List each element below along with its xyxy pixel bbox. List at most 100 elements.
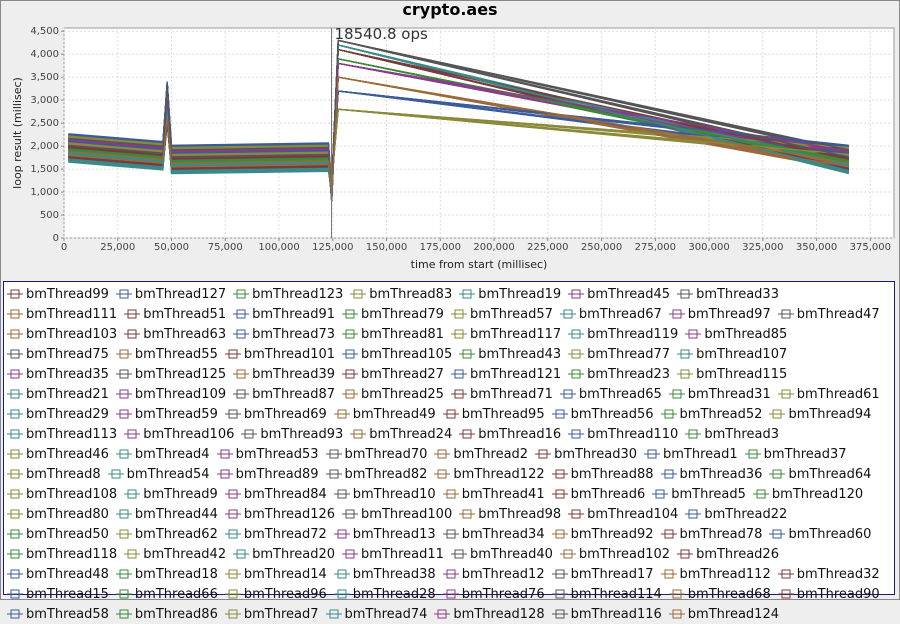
legend-label: bmThread98 bbox=[478, 506, 562, 522]
legend-label: bmThread96 bbox=[243, 586, 327, 602]
legend-item: bmThread39 bbox=[233, 364, 335, 384]
legend-swatch bbox=[115, 449, 132, 459]
legend-swatch bbox=[124, 429, 141, 439]
legend-label: bmThread97 bbox=[687, 306, 771, 322]
legend-label: bmThread63 bbox=[143, 326, 227, 342]
legend-swatch bbox=[7, 529, 23, 539]
legend-item: bmThread86 bbox=[115, 604, 218, 624]
legend-label: bmThread17 bbox=[570, 566, 654, 582]
legend-swatch bbox=[115, 609, 132, 619]
legend-item: bmThread26 bbox=[677, 544, 779, 564]
legend-label: bmThread19 bbox=[478, 286, 562, 302]
legend-swatch bbox=[115, 509, 132, 519]
legend-label: bmThread106 bbox=[143, 426, 235, 442]
legend-marker bbox=[111, 469, 121, 479]
legend-item: bmThread21 bbox=[7, 384, 109, 404]
legend-item: bmThread58 bbox=[7, 604, 109, 624]
legend-label: bmThread121 bbox=[469, 366, 562, 382]
legend-item: bmThread56 bbox=[551, 404, 654, 424]
legend-item: bmThread102 bbox=[559, 544, 670, 564]
legend-label: bmThread99 bbox=[26, 286, 109, 302]
legend-label: bmThread80 bbox=[26, 506, 109, 522]
legend-label: bmThread50 bbox=[26, 526, 109, 542]
x-tick-label: 300,000 bbox=[688, 242, 729, 253]
legend-swatch bbox=[551, 529, 568, 539]
legend-swatch bbox=[677, 549, 694, 559]
legend-label: bmThread41 bbox=[461, 486, 545, 502]
legend-label: bmThread118 bbox=[26, 546, 118, 562]
legend-item: bmThread54 bbox=[107, 464, 210, 484]
legend-swatch bbox=[115, 589, 132, 599]
legend-item: bmThread104 bbox=[568, 504, 678, 524]
legend-swatch bbox=[450, 549, 467, 559]
legend-item: bmThread116 bbox=[551, 604, 662, 624]
legend-item: bmThread99 bbox=[7, 284, 109, 304]
legend-swatch bbox=[434, 449, 451, 459]
legend-marker bbox=[10, 369, 20, 379]
legend-label: bmThread11 bbox=[361, 546, 444, 562]
legend-swatch bbox=[559, 549, 576, 559]
legend-marker bbox=[10, 349, 20, 359]
legend-swatch bbox=[342, 329, 359, 339]
legend-swatch bbox=[434, 609, 451, 619]
legend-swatch bbox=[442, 529, 459, 539]
legend-item: bmThread73 bbox=[233, 324, 335, 344]
legend-label: bmThread68 bbox=[687, 586, 771, 602]
legend-marker bbox=[228, 589, 238, 599]
legend-marker bbox=[337, 489, 347, 499]
legend-marker bbox=[454, 389, 464, 399]
legend-marker bbox=[236, 309, 246, 319]
legend-item: bmThread49 bbox=[333, 404, 436, 424]
legend-label: bmThread54 bbox=[126, 466, 210, 482]
legend-item: bmThread62 bbox=[115, 524, 218, 544]
legend-swatch bbox=[535, 449, 552, 459]
legend-item: bmThread71 bbox=[450, 384, 553, 404]
legend-label: bmThread43 bbox=[478, 346, 562, 362]
legend-marker bbox=[10, 309, 20, 319]
x-tick-label: 325,000 bbox=[742, 242, 783, 253]
legend-item: bmThread100 bbox=[342, 504, 452, 524]
legend-marker bbox=[10, 409, 20, 419]
legend-marker bbox=[680, 369, 690, 379]
legend-marker bbox=[454, 309, 464, 319]
legend-item: bmThread112 bbox=[660, 564, 771, 584]
x-tick-label: 100,000 bbox=[258, 242, 299, 253]
legend-item: bmThread115 bbox=[677, 364, 787, 384]
legend-label: bmThread33 bbox=[696, 286, 779, 302]
legend-swatch bbox=[568, 349, 585, 359]
legend-swatch bbox=[777, 389, 794, 399]
legend-marker bbox=[337, 589, 347, 599]
legend-marker bbox=[228, 509, 238, 519]
y-tick-label: 4,000 bbox=[30, 49, 59, 60]
legend-marker bbox=[10, 289, 20, 299]
legend-swatch bbox=[224, 509, 241, 519]
legend-marker bbox=[337, 529, 347, 539]
legend-label: bmThread89 bbox=[235, 466, 319, 482]
legend-item: bmThread64 bbox=[769, 464, 871, 484]
legend-swatch bbox=[777, 569, 794, 579]
legend-label: bmThread23 bbox=[587, 366, 671, 382]
legend-marker bbox=[781, 569, 791, 579]
legend-marker bbox=[119, 529, 129, 539]
legend-item: bmThread101 bbox=[224, 344, 335, 364]
legend-marker bbox=[446, 589, 456, 599]
legend-swatch bbox=[333, 409, 350, 419]
legend-marker bbox=[538, 449, 548, 459]
legend-item: bmThread105 bbox=[342, 344, 452, 364]
legend-label: bmThread29 bbox=[26, 406, 109, 422]
legend-marker bbox=[119, 569, 129, 579]
legend-marker bbox=[220, 449, 230, 459]
legend-swatch bbox=[668, 609, 685, 619]
legend-label: bmThread15 bbox=[26, 586, 109, 602]
legend-label: bmThread123 bbox=[252, 286, 344, 302]
legend-marker bbox=[555, 529, 565, 539]
y-tick-label: 0 bbox=[53, 233, 59, 244]
legend-marker bbox=[688, 429, 698, 439]
legend-label: bmThread127 bbox=[134, 286, 227, 302]
legend-swatch bbox=[559, 309, 576, 319]
legend-item: bmThread81 bbox=[342, 324, 444, 344]
legend-marker bbox=[345, 549, 355, 559]
legend-label: bmThread40 bbox=[469, 546, 553, 562]
legend-item: bmThread8 bbox=[7, 464, 101, 484]
legend-label: bmThread5 bbox=[671, 486, 746, 502]
